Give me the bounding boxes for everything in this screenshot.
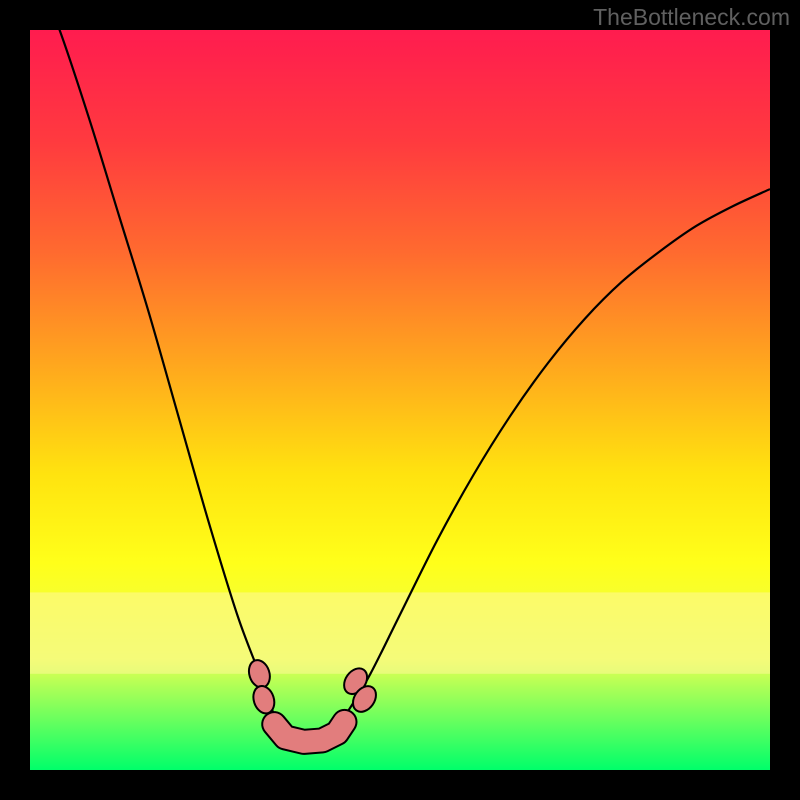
pale-band bbox=[30, 592, 770, 673]
figure-root: TheBottleneck.com bbox=[0, 0, 800, 800]
bottleneck-chart bbox=[30, 30, 770, 770]
watermark-text: TheBottleneck.com bbox=[593, 4, 790, 31]
plot-area bbox=[30, 30, 770, 770]
